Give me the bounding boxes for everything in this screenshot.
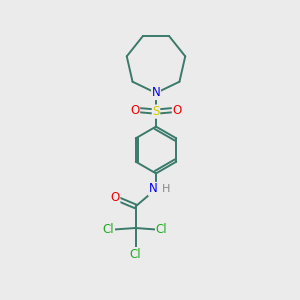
Text: Cl: Cl: [130, 248, 141, 261]
Text: N: N: [152, 86, 160, 100]
Text: O: O: [172, 103, 182, 117]
Text: Cl: Cl: [103, 223, 114, 236]
Text: N: N: [148, 182, 158, 196]
Text: H: H: [161, 184, 170, 194]
Text: O: O: [111, 191, 120, 204]
Text: S: S: [152, 105, 160, 118]
Text: Cl: Cl: [156, 223, 167, 236]
Text: O: O: [130, 103, 140, 117]
